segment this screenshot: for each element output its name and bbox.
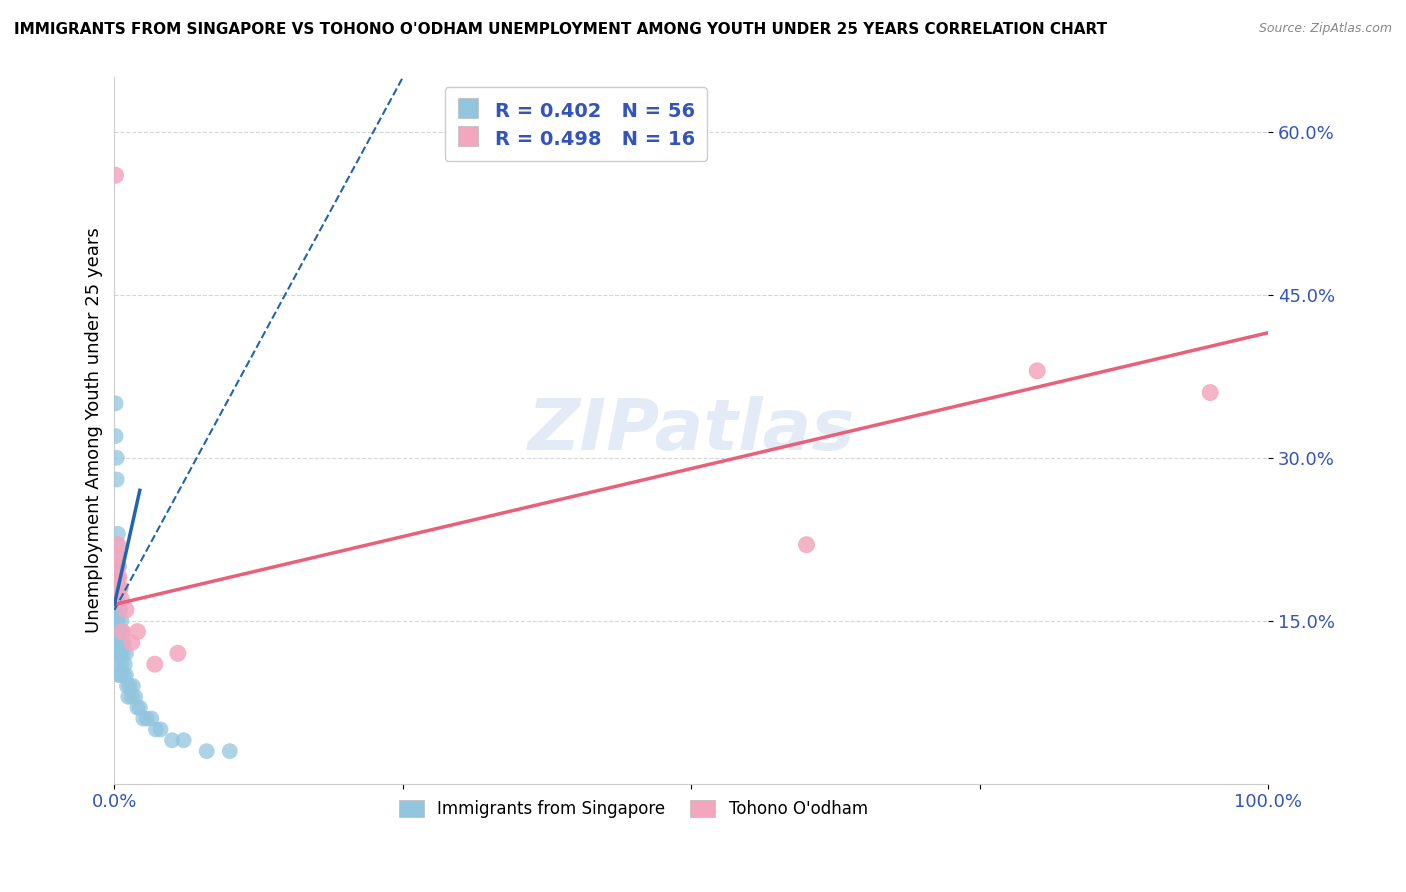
Text: Source: ZipAtlas.com: Source: ZipAtlas.com xyxy=(1258,22,1392,36)
Point xyxy=(145,723,167,737)
Point xyxy=(110,657,132,672)
Point xyxy=(107,657,129,672)
Point xyxy=(112,668,135,682)
Point xyxy=(108,668,131,682)
Point xyxy=(105,570,128,584)
Point xyxy=(104,592,127,607)
Point xyxy=(1199,385,1222,400)
Point xyxy=(107,559,129,574)
Point xyxy=(104,396,127,410)
Point xyxy=(115,679,138,693)
Point xyxy=(105,450,128,465)
Point xyxy=(117,690,139,704)
Point xyxy=(128,700,150,714)
Point xyxy=(127,700,149,714)
Point xyxy=(104,570,127,584)
Point xyxy=(108,624,131,639)
Point xyxy=(121,635,143,649)
Point xyxy=(112,635,135,649)
Point xyxy=(110,592,132,607)
Point xyxy=(114,657,136,672)
Point xyxy=(105,581,128,595)
Point xyxy=(110,635,132,649)
Point xyxy=(107,538,129,552)
Point xyxy=(105,635,128,649)
Point xyxy=(105,538,128,552)
Point xyxy=(115,646,138,660)
Point xyxy=(105,559,128,574)
Point xyxy=(104,429,127,443)
Point xyxy=(160,733,183,747)
Point xyxy=(108,624,131,639)
Point xyxy=(127,624,149,639)
Point xyxy=(105,614,128,628)
Point xyxy=(115,603,138,617)
Point xyxy=(108,668,131,682)
Point xyxy=(135,712,157,726)
Point xyxy=(195,744,218,758)
Point xyxy=(108,603,131,617)
Point xyxy=(132,712,155,726)
Point xyxy=(104,581,127,595)
Point xyxy=(105,592,128,607)
Y-axis label: Unemployment Among Youth under 25 years: Unemployment Among Youth under 25 years xyxy=(86,227,103,633)
Point xyxy=(104,559,127,574)
Point xyxy=(108,646,131,660)
Point xyxy=(108,581,131,595)
Point xyxy=(108,581,131,595)
Point xyxy=(107,635,129,649)
Text: IMMIGRANTS FROM SINGAPORE VS TOHONO O'ODHAM UNEMPLOYMENT AMONG YOUTH UNDER 25 YE: IMMIGRANTS FROM SINGAPORE VS TOHONO O'OD… xyxy=(14,22,1107,37)
Point xyxy=(108,570,131,584)
Point xyxy=(111,624,134,639)
Point xyxy=(108,603,131,617)
Point xyxy=(107,549,129,563)
Point xyxy=(173,733,195,747)
Legend: Immigrants from Singapore, Tohono O'odham: Immigrants from Singapore, Tohono O'odha… xyxy=(392,793,875,825)
Point xyxy=(166,646,188,660)
Point xyxy=(110,614,132,628)
Point xyxy=(107,614,129,628)
Point xyxy=(1026,364,1049,378)
Point xyxy=(111,624,134,639)
Point xyxy=(104,603,127,617)
Point xyxy=(104,168,127,182)
Point xyxy=(107,570,129,584)
Point xyxy=(107,592,129,607)
Text: ZIPatlas: ZIPatlas xyxy=(527,396,855,465)
Point xyxy=(107,526,129,541)
Point xyxy=(108,559,131,574)
Point xyxy=(105,473,128,487)
Point xyxy=(105,549,128,563)
Point xyxy=(115,668,138,682)
Point xyxy=(108,581,131,595)
Point xyxy=(218,744,240,758)
Point xyxy=(118,679,141,693)
Point xyxy=(111,646,134,660)
Point xyxy=(121,690,143,704)
Point xyxy=(124,690,146,704)
Point xyxy=(108,646,131,660)
Point xyxy=(141,712,163,726)
Point xyxy=(143,657,166,672)
Point xyxy=(796,538,818,552)
Point xyxy=(122,679,145,693)
Point xyxy=(149,723,172,737)
